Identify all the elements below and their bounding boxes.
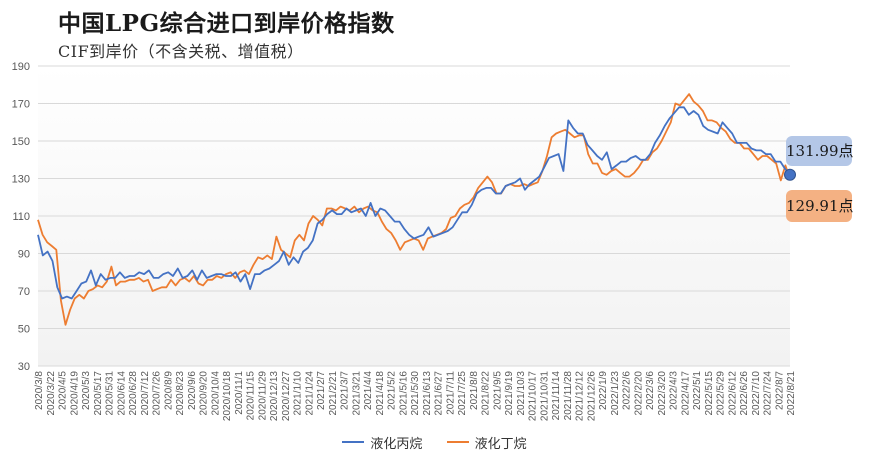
x-tick-label: 2022/4/3 bbox=[669, 371, 680, 410]
x-tick-label: 2021/2/7 bbox=[316, 371, 327, 410]
x-tick-label: 2022/5/29 bbox=[716, 371, 727, 416]
x-tick-label: 2021/5/16 bbox=[398, 371, 409, 416]
chart-subtitle: CIF到岸价（不含关税、增值税） bbox=[58, 42, 304, 61]
y-tick-label: 130 bbox=[12, 174, 30, 186]
grid-lines bbox=[38, 65, 790, 367]
x-tick-label: 2022/6/12 bbox=[727, 371, 738, 416]
x-tick-label: 2022/7/10 bbox=[751, 371, 762, 416]
legend-item-butane[interactable]: 液化丁烷 bbox=[446, 433, 527, 452]
x-tick-label: 2021/12/12 bbox=[575, 371, 586, 421]
x-tick-label: 2020/8/23 bbox=[175, 371, 186, 416]
x-tick-label: 2020/4/5 bbox=[58, 371, 69, 410]
legend-swatch-propane bbox=[342, 441, 365, 443]
x-tick-label: 2020/10/4 bbox=[210, 371, 221, 416]
chart-title: 中国LPG综合进口到岸价格指数 bbox=[58, 10, 395, 37]
x-tick-label: 2021/10/31 bbox=[539, 371, 550, 421]
legend-swatch-butane bbox=[446, 441, 469, 443]
x-tick-label: 2021/5/30 bbox=[410, 371, 421, 416]
x-tick-label: 2021/7/11 bbox=[445, 371, 456, 415]
x-tick-label: 2020/5/17 bbox=[93, 371, 104, 416]
x-tick-label: 2020/3/8 bbox=[34, 371, 45, 410]
legend-item-propane[interactable]: 液化丙烷 bbox=[342, 433, 422, 452]
y-tick-label: 110 bbox=[12, 211, 30, 223]
x-tick-label: 2020/5/31 bbox=[105, 371, 116, 416]
x-tick-label: 2021/8/8 bbox=[469, 371, 480, 410]
y-tick-label: 50 bbox=[18, 324, 30, 336]
x-tick-label: 2021/4/4 bbox=[363, 371, 374, 410]
legend-label-propane: 液化丙烷 bbox=[370, 436, 423, 452]
x-tick-label: 2020/12/27 bbox=[281, 371, 292, 421]
x-tick-label: 2021/5/2 bbox=[387, 371, 398, 410]
x-tick-label: 2021/11/14 bbox=[551, 371, 562, 421]
x-axis: 2020/3/8 2020/3/22 2020/4/5 2020/4/19 2020/5… bbox=[34, 371, 797, 421]
x-tick-label: 2022/3/20 bbox=[657, 371, 668, 416]
x-tick-label: 2020/5/3 bbox=[81, 371, 92, 410]
x-tick-label: 2021/8/22 bbox=[481, 371, 492, 416]
x-tick-label: 2022/6/26 bbox=[739, 371, 750, 416]
x-tick-label: 2022/8/7 bbox=[774, 371, 785, 410]
series-layer bbox=[37, 93, 796, 326]
x-tick-label: 2022/4/17 bbox=[680, 371, 691, 416]
x-tick-label: 2020/6/14 bbox=[116, 371, 127, 416]
x-tick-label: 2021/9/19 bbox=[504, 371, 515, 416]
legend-label-butane: 液化丁烷 bbox=[474, 436, 527, 452]
x-tick-label: 2022/5/1 bbox=[692, 371, 703, 410]
x-tick-label: 2021/10/3 bbox=[516, 371, 527, 416]
x-tick-label: 2022/3/6 bbox=[645, 371, 656, 410]
x-tick-label: 2021/11/28 bbox=[563, 371, 574, 421]
propane-endpoint-marker bbox=[784, 168, 796, 181]
x-tick-label: 2022/5/15 bbox=[704, 371, 715, 416]
x-tick-label: 2020/11/1 bbox=[234, 371, 245, 415]
x-tick-label: 2020/9/20 bbox=[199, 371, 210, 416]
butane-value-callout: 129.91点 bbox=[786, 190, 854, 222]
x-tick-label: 2021/3/7 bbox=[340, 371, 351, 410]
series-line-propane bbox=[37, 106, 791, 300]
x-tick-label: 2021/12/26 bbox=[586, 371, 597, 421]
propane-value-callout: 131.99点 bbox=[786, 136, 854, 166]
x-tick-label: 2021/1/24 bbox=[304, 371, 315, 416]
x-tick-label: 2021/9/5 bbox=[492, 371, 503, 410]
x-tick-label: 2020/7/12 bbox=[140, 371, 151, 416]
x-tick-label: 2021/1/10 bbox=[293, 371, 304, 416]
x-tick-label: 2021/10/17 bbox=[528, 371, 539, 421]
x-tick-label: 2020/8/9 bbox=[163, 371, 174, 410]
y-tick-label: 150 bbox=[12, 136, 30, 148]
x-tick-label: 2022/7/24 bbox=[763, 371, 774, 416]
x-tick-label: 2020/4/19 bbox=[69, 371, 80, 416]
y-tick-label: 190 bbox=[12, 61, 30, 73]
x-tick-label: 2021/3/21 bbox=[351, 371, 362, 416]
y-tick-label: 170 bbox=[12, 99, 30, 111]
y-tick-label: 30 bbox=[18, 361, 30, 373]
x-tick-label: 2022/2/20 bbox=[633, 371, 644, 416]
x-tick-label: 2021/6/13 bbox=[422, 371, 433, 416]
y-tick-label: 90 bbox=[18, 249, 30, 261]
x-tick-label: 2021/2/21 bbox=[328, 371, 339, 416]
legend: 液化丙烷 液化丁烷 bbox=[0, 432, 869, 452]
x-tick-label: 2021/6/27 bbox=[434, 371, 445, 416]
x-tick-label: 2021/4/18 bbox=[375, 371, 386, 416]
x-tick-label: 2020/12/13 bbox=[269, 371, 280, 421]
x-tick-label: 2022/8/21 bbox=[786, 371, 797, 416]
y-tick-label: 70 bbox=[18, 286, 30, 298]
x-tick-label: 2022/2/6 bbox=[622, 371, 633, 410]
y-axis: 30 50 70 90 110 130 150 170 190 bbox=[12, 61, 30, 373]
x-tick-label: 2020/11/15 bbox=[246, 371, 257, 421]
x-tick-label: 2020/11/29 bbox=[257, 371, 268, 421]
x-tick-label: 2020/10/18 bbox=[222, 371, 233, 421]
x-tick-label: 2020/7/26 bbox=[152, 371, 163, 416]
x-tick-label: 2020/9/6 bbox=[187, 371, 198, 410]
x-tick-label: 2020/3/22 bbox=[46, 371, 57, 416]
x-tick-label: 2021/7/25 bbox=[457, 371, 468, 416]
x-tick-label: 2022/1/23 bbox=[610, 371, 621, 416]
x-tick-label: 2020/6/28 bbox=[128, 371, 139, 416]
x-tick-label: 2022/1/9 bbox=[598, 371, 609, 410]
